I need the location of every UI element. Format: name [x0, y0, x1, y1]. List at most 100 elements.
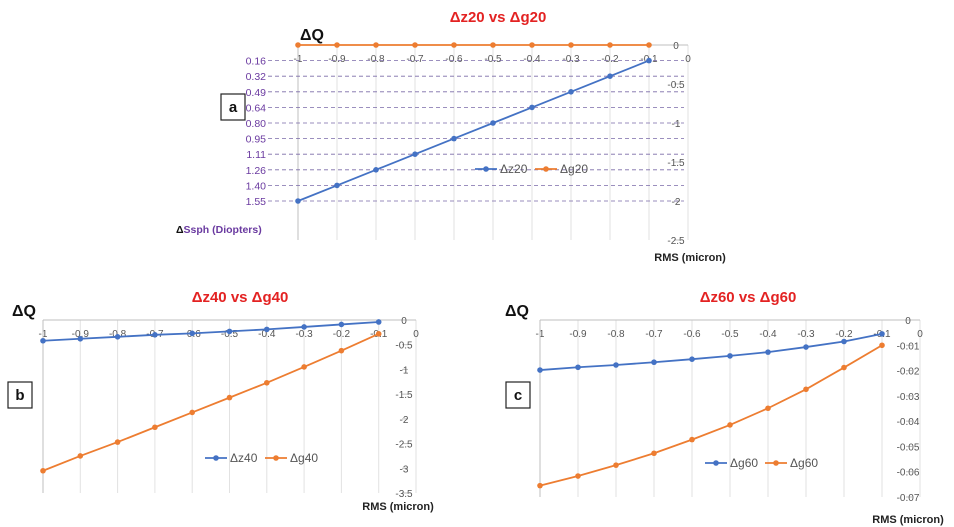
- panel-label: b: [15, 387, 24, 404]
- series-1: [295, 42, 652, 48]
- data-point: [77, 335, 84, 342]
- x-tick-label: 0: [413, 329, 419, 340]
- ssph-tick-label: 1.11: [246, 149, 266, 161]
- y-tick-label: -2.5: [395, 440, 413, 451]
- y-tick-label: -0.01: [897, 341, 920, 352]
- y-tick-label: -1: [400, 365, 409, 376]
- data-point: [765, 405, 771, 412]
- data-point: [575, 473, 581, 479]
- legend-label: Δz20: [500, 162, 528, 176]
- y-tick-label: -3: [400, 464, 409, 475]
- data-point: [689, 436, 695, 443]
- x-axis-label: RMS (micron): [872, 514, 944, 526]
- x-tick-label: -0.4: [523, 54, 541, 65]
- x-tick-label: -0.5: [221, 329, 239, 340]
- data-point: [568, 89, 574, 95]
- x-tick-label: 0: [917, 329, 923, 340]
- data-point: [727, 353, 733, 359]
- chart-title: Δz20 vs Δg20: [450, 9, 547, 26]
- y-axis-label: ΔQ: [300, 27, 324, 44]
- series-0: [40, 319, 382, 344]
- data-point: [264, 379, 270, 386]
- data-point: [373, 42, 379, 48]
- data-point: [803, 344, 809, 350]
- panel-label: a: [229, 99, 238, 116]
- ssph-tick-label: 0.32: [246, 71, 267, 83]
- y-tick-label: -0.02: [897, 367, 920, 378]
- series-0: [537, 331, 885, 373]
- data-point: [646, 42, 652, 48]
- y-tick-label: -2: [672, 197, 681, 208]
- legend: Δz40 Δg40: [205, 451, 318, 465]
- x-tick-label: -0.6: [445, 54, 463, 65]
- x-tick-label: -0.3: [295, 329, 313, 340]
- data-point: [765, 349, 771, 355]
- legend-label: Δg20: [560, 162, 588, 176]
- series-line: [42, 321, 379, 342]
- data-point: [375, 319, 382, 325]
- y-tick-label: -0.07: [897, 493, 920, 504]
- data-point: [226, 394, 233, 401]
- legend: Δz20 Δg20: [475, 162, 588, 176]
- panel-label-box: [7, 381, 33, 409]
- panel-label-box: [505, 381, 531, 409]
- legend: Δg60 Δg60: [705, 456, 818, 470]
- data-point: [879, 331, 885, 337]
- ssph-tick-label: 0.16: [246, 56, 267, 68]
- data-point: [607, 73, 613, 79]
- y-tick-label: -0.06: [897, 468, 920, 479]
- legend-swatch-marker: [273, 455, 279, 461]
- legend-swatch-marker: [773, 460, 779, 466]
- data-point: [226, 328, 233, 335]
- x-tick-label: -0.5: [721, 329, 739, 340]
- series-1: [40, 331, 382, 474]
- data-point: [651, 450, 657, 457]
- data-point: [338, 321, 345, 328]
- data-point: [727, 422, 733, 428]
- ssph-axis-label: ΔSsph (Diopters): [176, 224, 262, 236]
- ssph-tick-label: 1.55: [246, 196, 267, 208]
- legend-swatch-marker: [213, 455, 219, 461]
- panel-label-box: [220, 93, 246, 121]
- data-point: [114, 334, 121, 340]
- x-tick-label: -0.8: [607, 329, 625, 340]
- data-point: [841, 338, 847, 345]
- panel-label: c: [514, 387, 522, 404]
- y-tick-label: 0: [673, 41, 679, 52]
- data-point: [412, 151, 418, 157]
- chart-title: Δz40 vs Δg40: [192, 289, 289, 306]
- x-tick-label: -0.2: [601, 54, 619, 65]
- data-point: [529, 42, 535, 48]
- data-point: [40, 467, 46, 474]
- data-point: [651, 359, 657, 366]
- data-point: [689, 356, 695, 362]
- data-point: [412, 42, 418, 48]
- data-point: [264, 326, 270, 333]
- ssph-tick-label: 0.49: [246, 87, 267, 99]
- chart-a: -1-0.9-0.8-0.7-0.6-0.5-0.4-0.3-0.2-0.100…: [176, 9, 726, 264]
- x-tick-label: 0: [685, 54, 691, 65]
- y-tick-label: -2.5: [667, 236, 685, 247]
- data-point: [295, 42, 301, 48]
- series-line: [42, 333, 380, 472]
- data-point: [334, 182, 340, 189]
- chart-title: Δz60 vs Δg60: [700, 289, 797, 306]
- ssph-tick-label: 1.40: [246, 180, 267, 192]
- x-tick-label: -0.2: [333, 329, 351, 340]
- y-tick-label: -1.5: [395, 390, 413, 401]
- x-tick-label: -0.9: [328, 54, 346, 65]
- ssph-label-rest: Ssph (Diopters): [184, 224, 262, 236]
- y-axis-label: ΔQ: [12, 303, 36, 320]
- y-tick-label: -0.05: [897, 442, 920, 453]
- y-tick-label: -0.03: [897, 392, 920, 403]
- y-tick-label: -1.5: [667, 158, 685, 169]
- x-tick-label: -0.9: [569, 329, 587, 340]
- legend-label: Δg60: [790, 456, 818, 470]
- x-tick-label: -0.5: [484, 54, 502, 65]
- data-point: [529, 104, 535, 111]
- legend-swatch-marker: [713, 460, 719, 466]
- legend-swatch-marker: [483, 166, 489, 172]
- data-point: [841, 364, 847, 371]
- x-axis-label: RMS (micron): [362, 501, 434, 513]
- chart-c: -1-0.9-0.8-0.7-0.6-0.5-0.4-0.3-0.2-0.100…: [505, 289, 944, 526]
